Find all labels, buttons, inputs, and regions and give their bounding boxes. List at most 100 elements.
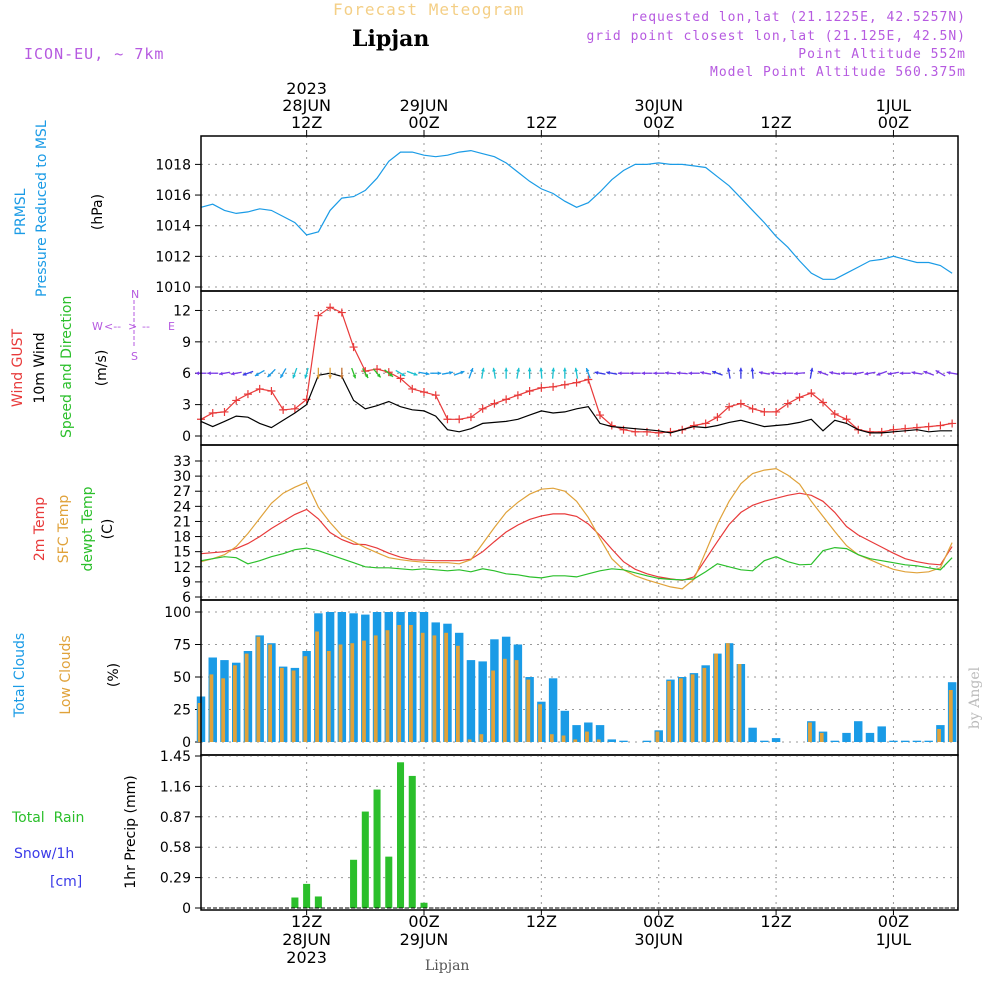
rain-bar: [396, 762, 405, 908]
total-cloud-bar: [560, 710, 570, 742]
wind-arrow: [829, 370, 841, 375]
total-cloud-bar: [548, 678, 558, 742]
low-cloud-bar: [397, 625, 402, 742]
panel-frame: [200, 754, 959, 911]
rain-bar: [361, 811, 369, 908]
panel-frame: [200, 135, 959, 292]
wind-arrow: [527, 367, 532, 379]
wind-arrow: [516, 367, 521, 379]
total-cloud-bar: [912, 740, 922, 742]
wind-arrow: [664, 371, 676, 375]
footer-location: Lipjan: [425, 958, 470, 974]
wind-arrow: [504, 367, 509, 379]
gust-marker: [466, 413, 475, 422]
wind-panel: 0 3 6 9 12: [173, 290, 959, 446]
series-line-2m-temp: [200, 492, 953, 582]
compass-e: E: [168, 320, 175, 333]
gust-marker: [337, 308, 346, 317]
y-tick-label: 0: [182, 429, 191, 445]
total-cloud-bar: [642, 740, 652, 742]
gust-marker: [654, 428, 663, 437]
gust-marker: [689, 421, 698, 430]
y-tick-label: 15: [173, 545, 191, 561]
low-cloud-bar: [232, 665, 237, 742]
wind-arrow: [738, 367, 743, 379]
wind-arrow: [351, 367, 357, 379]
low-cloud-bar: [585, 731, 589, 742]
low-cloud-bar: [667, 680, 672, 742]
svg-text:<--: <--: [104, 320, 121, 333]
total-cloud-bar: [595, 725, 605, 742]
wind-arrow: [218, 371, 231, 376]
svg-text:>: >: [128, 320, 137, 333]
time-label-top: 29JUN: [400, 96, 449, 115]
gust-marker: [290, 404, 299, 413]
gust-marker: [572, 378, 581, 387]
y-tick-label: 0.87: [160, 810, 191, 826]
series-line-prmsl: [200, 149, 953, 280]
low-cloud-bar: [385, 630, 390, 742]
wind-arrow: [267, 368, 276, 378]
series-line-sfc-temp: [200, 467, 953, 590]
total-cloud-bar: [466, 660, 476, 742]
wind-arrow: [292, 367, 298, 379]
gust-marker: [807, 389, 816, 398]
low-cloud-bar: [596, 739, 601, 742]
y-tick-label: 25: [173, 703, 191, 719]
gust-marker: [243, 390, 252, 399]
gust-marker: [314, 311, 323, 320]
gust-marker: [584, 375, 593, 384]
cloud-panel: 0 25 50 75 100: [164, 599, 959, 756]
low-cloud-bar: [714, 653, 718, 742]
low-cloud-bar: [303, 656, 308, 742]
wind-arrow: [585, 367, 591, 379]
low-cloud-bar: [538, 704, 542, 742]
time-label-top: 1JUL: [876, 96, 912, 115]
gust-marker: [443, 415, 452, 424]
low-cloud-bar: [655, 731, 660, 742]
low-cloud-bar: [561, 735, 566, 742]
low-cloud-bar: [467, 739, 472, 742]
rain-bar: [373, 789, 381, 908]
wind-arrow: [481, 367, 485, 379]
compass-s: S: [131, 350, 138, 363]
total-cloud-bar: [771, 738, 781, 742]
series-line-dewpt-temp: [200, 546, 953, 581]
time-label-bottom: 12Z: [291, 912, 322, 931]
low-cloud-bar: [326, 651, 331, 742]
wind-arrow: [594, 370, 606, 375]
total-cloud-bar: [572, 725, 581, 742]
gust-marker: [596, 411, 605, 420]
wind-arrow: [230, 371, 242, 376]
y-tick-label: 18: [173, 530, 191, 546]
low-cloud-bar: [268, 644, 272, 742]
gust-marker: [936, 421, 945, 430]
gust-marker: [408, 384, 417, 393]
low-cloud-bar: [514, 660, 519, 742]
low-cloud-bar: [455, 645, 460, 742]
low-cloud-bar: [432, 635, 437, 742]
wind-arrow: [328, 367, 333, 379]
location-title: Lipjan: [352, 26, 430, 52]
time-label-top: 12Z: [526, 113, 557, 132]
panel-frame: [200, 290, 959, 446]
svg-text:--: --: [142, 320, 150, 333]
time-label-bottom: 00Z: [878, 912, 909, 931]
gust-marker: [279, 405, 288, 414]
wind-arrow: [453, 370, 465, 376]
time-label-top: 12Z: [760, 113, 791, 132]
gust-marker: [772, 407, 781, 416]
gust-marker: [924, 422, 933, 431]
gust-marker: [513, 391, 522, 400]
wind-arrow: [430, 371, 442, 376]
rain-bar: [291, 897, 299, 908]
low-cloud-bar: [678, 678, 683, 742]
y-tick-label: 24: [173, 499, 191, 515]
gust-marker: [760, 407, 769, 416]
wind-arrow: [441, 370, 453, 375]
y-tick-label: 1018: [155, 157, 191, 173]
pressure-panel: 1010 1012 1014 1016 1018: [155, 135, 959, 296]
y-tick-label: 27: [173, 484, 191, 500]
